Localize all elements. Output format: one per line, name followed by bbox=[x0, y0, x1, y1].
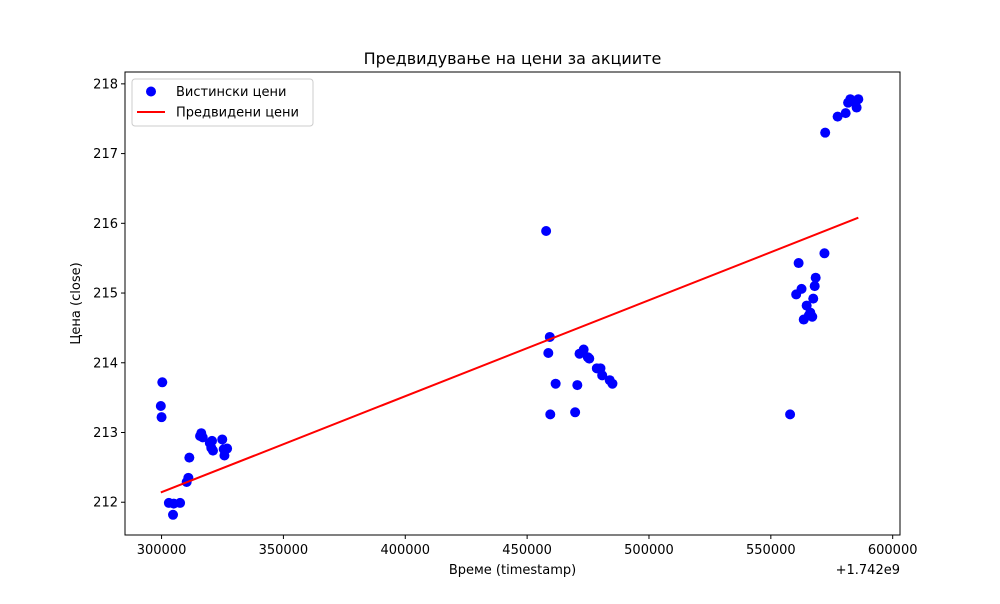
data-point-actual bbox=[808, 293, 819, 304]
data-point-actual bbox=[545, 409, 556, 420]
data-point-actual bbox=[809, 281, 820, 292]
data-point-actual bbox=[543, 348, 554, 359]
data-point-actual bbox=[785, 409, 796, 420]
y-tick-label: 214 bbox=[93, 356, 118, 371]
x-tick-label: 400000 bbox=[380, 543, 430, 558]
data-point-actual bbox=[184, 452, 195, 463]
y-tick-label: 216 bbox=[93, 217, 118, 232]
data-point-actual bbox=[217, 434, 228, 445]
y-tick-label: 215 bbox=[93, 287, 118, 302]
data-point-actual bbox=[156, 412, 167, 423]
data-point-actual bbox=[572, 380, 583, 391]
x-axis-offset-label: +1.742e9 bbox=[836, 563, 900, 578]
chart-title: Предвидување на цени за акциите bbox=[364, 49, 662, 68]
data-point-actual bbox=[853, 94, 864, 105]
x-axis-ticks: 300000 350000 400000 450000 500000 550000 6000… bbox=[137, 535, 918, 558]
data-point-actual bbox=[197, 432, 208, 443]
y-tick-label: 218 bbox=[93, 77, 118, 92]
data-point-actual bbox=[796, 283, 807, 294]
data-point-actual bbox=[810, 272, 821, 283]
x-tick-label: 500000 bbox=[624, 543, 674, 558]
x-axis-label: Време (timestamp) bbox=[449, 563, 576, 578]
data-point-actual bbox=[832, 111, 843, 122]
data-point-actual bbox=[207, 445, 218, 456]
x-tick-label: 450000 bbox=[502, 543, 552, 558]
data-point-actual bbox=[541, 225, 552, 236]
x-tick-label: 600000 bbox=[868, 543, 918, 558]
data-point-actual bbox=[851, 102, 862, 113]
data-point-actual bbox=[578, 344, 589, 355]
data-point-actual bbox=[807, 311, 818, 322]
legend-box bbox=[131, 78, 314, 127]
data-point-actual bbox=[207, 435, 218, 446]
data-point-actual bbox=[793, 258, 804, 269]
y-axis-label: Цена (close) bbox=[69, 262, 84, 344]
plot-area bbox=[125, 72, 900, 535]
data-point-actual bbox=[155, 401, 166, 412]
legend-label-predicted: Предвидени цени bbox=[176, 106, 299, 121]
data-point-actual bbox=[175, 497, 186, 508]
data-point-actual bbox=[222, 443, 233, 454]
x-tick-label: 550000 bbox=[746, 543, 796, 558]
data-point-actual bbox=[597, 370, 608, 381]
legend-label-actual: Вистински цени bbox=[176, 85, 286, 100]
y-tick-label: 213 bbox=[93, 426, 118, 441]
data-point-actual bbox=[168, 509, 179, 520]
data-point-actual bbox=[550, 378, 561, 389]
data-point-actual bbox=[819, 248, 830, 259]
y-tick-label: 217 bbox=[93, 147, 118, 162]
data-point-actual bbox=[157, 377, 168, 388]
data-point-actual bbox=[840, 108, 851, 119]
legend-marker-actual bbox=[146, 86, 156, 97]
data-point-actual bbox=[820, 127, 831, 138]
x-tick-label: 350000 bbox=[259, 543, 309, 558]
data-point-actual bbox=[584, 353, 595, 364]
x-tick-label: 300000 bbox=[137, 543, 187, 558]
data-point-actual bbox=[570, 407, 581, 418]
y-tick-label: 212 bbox=[93, 496, 118, 511]
y-axis-ticks: 212 213 214 215 216 217 218 bbox=[93, 77, 125, 511]
data-point-actual bbox=[607, 378, 618, 389]
plot-frame bbox=[124, 71, 901, 536]
legend: Вистински цени Предвидени цени bbox=[131, 78, 314, 127]
series-layer bbox=[155, 94, 864, 520]
prediction-line bbox=[160, 216, 859, 494]
